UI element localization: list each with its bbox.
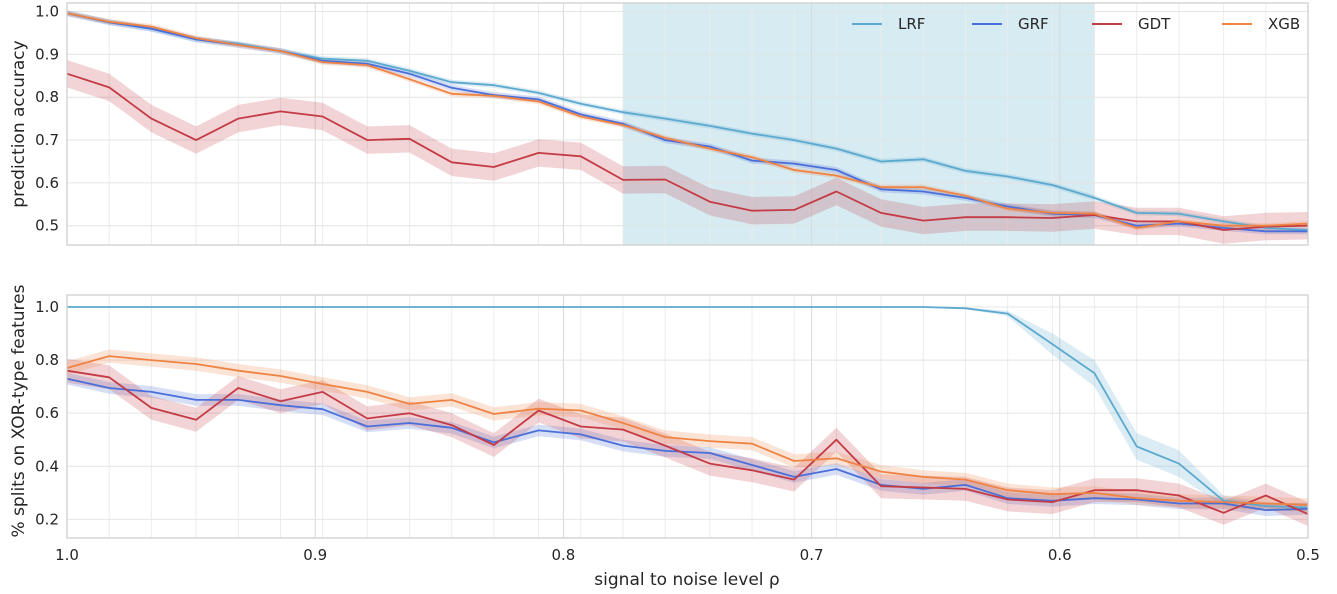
x-tick-label: 1.0 [55,546,79,564]
series-line-gdt [66,369,1309,515]
plot-frame [66,2,1309,246]
y-tick-label: 1.0 [35,298,59,316]
x-tick-label: 0.9 [303,546,327,564]
y-axis-label-accuracy: prediction accuracy [9,40,29,207]
y-tick-label: 0.4 [35,457,59,475]
legend-label-lrf: LRF [898,15,925,33]
band-gdt [67,60,1308,244]
y-tick-label: 0.9 [35,45,59,63]
series-line-lrf [67,306,1309,509]
x-tick-label: 0.5 [1296,546,1320,564]
plot-frame [66,294,1309,539]
legend-label-grf: GRF [1018,15,1049,33]
y-tick-label: 0.8 [35,351,59,369]
y-tick-label: 1.0 [35,3,59,21]
x-axis-label: signal to noise level ρ [594,570,779,590]
series-line-xgb [66,12,1309,229]
y-axis-label-xor-splits: % splits on XOR-type features [9,284,29,537]
y-tick-label: 0.6 [35,174,59,192]
legend-label-xgb: XGB [1268,15,1300,33]
x-tick-label: 0.8 [551,546,575,564]
y-tick-label: 0.5 [35,217,59,235]
y-tick-label: 0.6 [35,404,59,422]
y-tick-label: 0.8 [35,88,59,106]
xor-splits-panel: 1.0 0.9 0.8 0.7 0.6 0.5 0.2 0.4 0.6 0.8 1.0 [35,294,1320,564]
series-line-xgb [66,355,1309,506]
y-tick-label: 0.2 [35,510,59,528]
x-tick-label: 0.6 [1048,546,1072,564]
x-tick-label: 0.7 [800,546,824,564]
accuracy-panel: 0.5 0.6 0.7 0.8 0.9 1.0 LRF GRF GDT XGB [35,2,1309,246]
series-line-grf [66,377,1309,511]
y-tick-label: 0.7 [35,131,59,149]
legend-label-gdt: GDT [1138,15,1171,33]
band-xgb [67,349,1308,512]
band-gdt [67,358,1308,526]
